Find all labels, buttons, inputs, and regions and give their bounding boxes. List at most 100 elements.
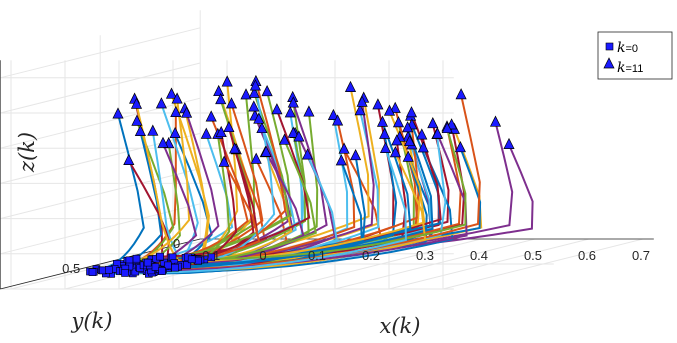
end-marker-k11: [278, 133, 291, 145]
end-marker-k11: [379, 141, 392, 153]
start-marker-k0: [183, 261, 191, 269]
legend-label-k11: k=11: [617, 60, 643, 76]
end-marker-k11: [354, 104, 366, 116]
y-tick-label: 0: [173, 236, 180, 251]
end-marker-k11: [402, 121, 414, 133]
end-marker-k11: [344, 80, 357, 92]
end-marker-k11: [155, 97, 167, 109]
legend-square-marker: [605, 42, 614, 51]
trajectory-line: [148, 155, 366, 275]
start-marker-k0: [88, 268, 97, 277]
end-marker-k11: [301, 148, 314, 160]
start-marker-k0: [187, 255, 196, 264]
end-marker-k11: [248, 86, 260, 98]
end-marker-k11: [215, 125, 227, 138]
start-marker-k0: [207, 253, 216, 262]
end-marker-k11: [250, 152, 262, 164]
start-marker-k0: [171, 263, 179, 272]
end-marker-k11: [503, 137, 515, 149]
end-marker-k11: [181, 106, 193, 118]
grid-line-side-z: [0, 168, 201, 220]
end-marker-k11: [338, 142, 350, 154]
start-marker-k0: [143, 258, 152, 267]
start-marker-k0: [156, 252, 164, 261]
end-marker-k11: [225, 97, 238, 109]
end-marker-k11: [389, 101, 401, 113]
trajectory-line: [155, 122, 412, 268]
end-marker-k11: [200, 127, 212, 139]
grid-line-side-z: [0, 27, 201, 79]
end-marker-k11: [218, 155, 230, 167]
end-marker-k11: [256, 121, 268, 134]
end-marker-k11: [123, 153, 135, 165]
end-marker-k11: [130, 97, 143, 109]
grid-line-side-z: [0, 62, 201, 114]
trajectories: [89, 81, 534, 275]
trajectory-line: [96, 113, 145, 270]
trajectory-line: [197, 85, 276, 262]
start-marker-k0: [121, 269, 129, 277]
start-marker-k0: [132, 254, 141, 263]
trajectory-line: [174, 132, 238, 269]
x-tick-label: -0.1: [198, 248, 220, 263]
y-axis-line: [0, 238, 201, 290]
trajectory-line: [167, 151, 305, 267]
end-marker-k11: [416, 128, 428, 140]
end-marker-k11: [261, 85, 273, 97]
end-marker-k11: [171, 92, 183, 104]
grid-line-side-z: [0, 203, 201, 255]
end-marker-k11: [404, 134, 416, 147]
end-marker-k11: [372, 98, 384, 110]
end-marker-k11: [215, 93, 227, 105]
legend-label-k0: k=0: [617, 40, 638, 56]
end-marker-k11: [405, 106, 418, 118]
x-tick-label: 0.4: [470, 248, 488, 263]
end-marker-k11: [112, 107, 124, 119]
end-marker-k11: [356, 95, 368, 107]
x-tick-label: 0.6: [578, 248, 596, 263]
end-marker-k11: [454, 141, 466, 153]
z-axis-label: z(k): [15, 132, 39, 173]
end-marker-k11: [134, 124, 146, 136]
end-marker-k11: [389, 146, 401, 158]
end-marker-k11: [213, 84, 225, 97]
end-marker-k11: [350, 149, 362, 161]
end-marker-k11: [131, 114, 143, 126]
start-marker-k0: [151, 263, 160, 271]
end-marker-k11: [379, 127, 391, 139]
end-marker-k11: [489, 115, 502, 127]
end-marker-k11: [391, 134, 403, 146]
end-marker-k11: [392, 116, 405, 128]
x-tick-label: 0: [259, 248, 266, 263]
start-markers: [86, 252, 216, 278]
end-marker-k11: [223, 120, 235, 133]
end-marker-k11: [248, 100, 260, 112]
end-marker-k11: [260, 145, 272, 157]
y-axis-label: y(k): [71, 309, 113, 333]
x-tick-label: 0.2: [362, 248, 380, 263]
end-marker-k11: [455, 88, 467, 100]
y-tick-label: 0.5: [62, 261, 80, 276]
end-marker-k11: [303, 105, 315, 117]
end-marker-k11: [249, 79, 261, 91]
end-marker-k11: [327, 108, 339, 120]
trajectory-line: [153, 147, 454, 274]
end-marker-k11: [332, 114, 344, 126]
end-marker-k11: [287, 126, 299, 138]
trajectory-line: [191, 128, 467, 261]
x-tick-label: 0.7: [632, 248, 650, 263]
end-marker-k11: [293, 130, 305, 142]
end-marker-k11: [221, 75, 233, 87]
end-marker-k11: [402, 150, 414, 162]
end-marker-k11: [240, 88, 252, 100]
end-marker-k11: [284, 106, 296, 118]
legend-box: [597, 31, 673, 80]
end-marker-k11: [165, 87, 178, 99]
grid-line-side-z: [0, 97, 201, 149]
legend-suffix-k0: =0: [625, 43, 638, 55]
tick-labels: -0.100.10.20.30.40.50.60.700.5100.20.40.…: [62, 236, 650, 276]
end-marker-k11: [383, 104, 396, 116]
x-tick-label: 0.5: [524, 248, 542, 263]
end-marker-k11: [427, 117, 439, 129]
